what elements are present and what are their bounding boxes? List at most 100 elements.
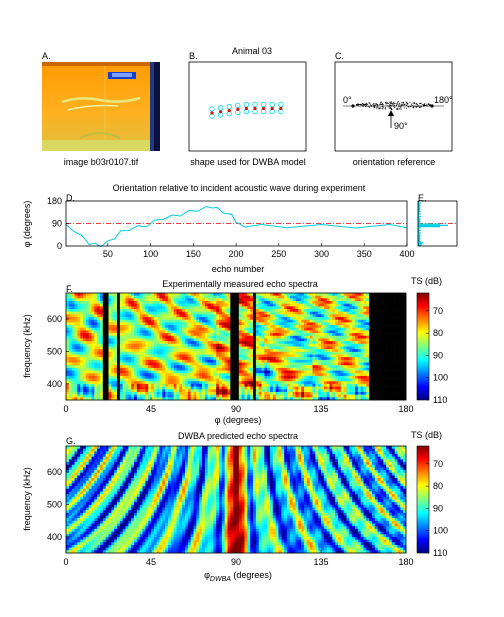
heatmap-cell [83,391,87,395]
heatmap-cell [80,341,84,345]
heatmap-cell [287,367,291,371]
cloud-point [391,109,393,110]
heatmap-cell [221,293,225,296]
heatmap-cell [374,346,378,350]
cloud-point [376,107,378,109]
heatmap-cell [298,357,302,361]
heatmap-cell [170,338,174,342]
heatmap-cell [264,298,268,302]
histogram-bar [418,216,421,218]
heatmap-cell [227,357,231,361]
heatmap-cell [343,375,347,379]
heatmap-cell [88,359,92,363]
heatmap-cell [278,309,282,313]
heatmap-cell [244,378,248,382]
heatmap-cell [292,319,296,323]
heatmap-cell [380,295,384,299]
heatmap-cell [329,381,333,385]
heatmap-cell [372,317,376,321]
heatmap-cell [275,381,279,385]
heatmap-cell [363,327,367,331]
cloud-point [357,104,359,106]
heatmap-cell [292,341,296,345]
heatmap-cell [193,367,197,371]
heatmap-cell [301,386,305,390]
y-tick-label: 0 [57,241,62,251]
heatmap-cell [117,386,121,390]
heatmap-cell [199,389,203,393]
heatmap-cell [151,338,155,342]
cloud-point [377,105,378,107]
heatmap-cell [74,375,78,379]
heatmap-cell [134,381,138,385]
heatmap-cell [332,330,336,334]
heatmap-cell [346,351,350,355]
heatmap-cell [369,343,373,347]
heatmap-cell [230,378,234,382]
heatmap-cell [326,311,330,315]
heatmap-cell [386,314,390,318]
heatmap-cell [363,338,367,342]
heatmap-cell [213,373,217,377]
heatmap-cell [298,306,302,310]
heatmap-cell [117,354,121,358]
heatmap-cell [131,327,135,331]
heatmap-cell [355,391,359,395]
heatmap-cell [284,309,288,313]
heatmap-cell [278,378,282,382]
heatmap-cell [264,341,268,345]
heatmap-cell [386,346,390,350]
heatmap-cell [204,335,208,339]
heatmap-cell [377,293,381,296]
heatmap-cell [77,375,81,379]
heatmap-cell [255,373,259,377]
heatmap-cell [380,319,384,323]
heatmap-cell [148,383,152,387]
heatmap-cell [153,325,157,329]
heatmap-cell [156,357,160,361]
heatmap-cell [284,341,288,345]
heatmap-cell [335,359,339,363]
heatmap-cell [332,389,336,393]
heatmap-cell [85,378,89,382]
heatmap-cell [165,375,169,379]
heatmap-cell [102,367,106,371]
cloud-point [356,104,357,105]
panel-b-caption: shape used for DWBA model [190,157,306,167]
heatmap-cell [151,327,155,331]
heatmap-cell [386,293,390,296]
heatmap-cell [91,343,95,347]
heatmap-cell [202,319,206,323]
heatmap-cell [343,306,347,310]
heatmap-cell [119,338,123,342]
heatmap-cell [122,317,126,321]
heatmap-cell [369,309,373,313]
heatmap-cell [179,298,183,302]
heatmap-cell [207,383,211,387]
heatmap-cell [389,309,393,313]
heatmap-cell [332,378,336,382]
heatmap-cell [162,338,166,342]
heatmap-cell [190,373,194,377]
heatmap-cell [267,327,271,331]
heatmap-cell [122,378,126,382]
heatmap-cell [80,298,84,302]
heatmap-cell [340,346,344,350]
heatmap-cell [173,365,177,369]
heatmap-cell [253,343,257,347]
heatmap-cell [145,373,149,377]
heatmap-cell [91,293,95,296]
heatmap-cell [71,311,75,315]
heatmap-cell [97,359,101,363]
heatmap-cell [236,327,240,331]
heatmap-cell [400,357,404,361]
heatmap-cell [284,295,288,299]
heatmap-cell [383,322,387,326]
heatmap-cell [196,295,200,299]
heatmap-cell [306,319,310,323]
heatmap-cell [391,309,395,313]
heatmap-cell [199,295,203,299]
heatmap-cell [85,391,89,395]
heatmap-cell [233,375,237,379]
heatmap-cell [253,381,257,385]
